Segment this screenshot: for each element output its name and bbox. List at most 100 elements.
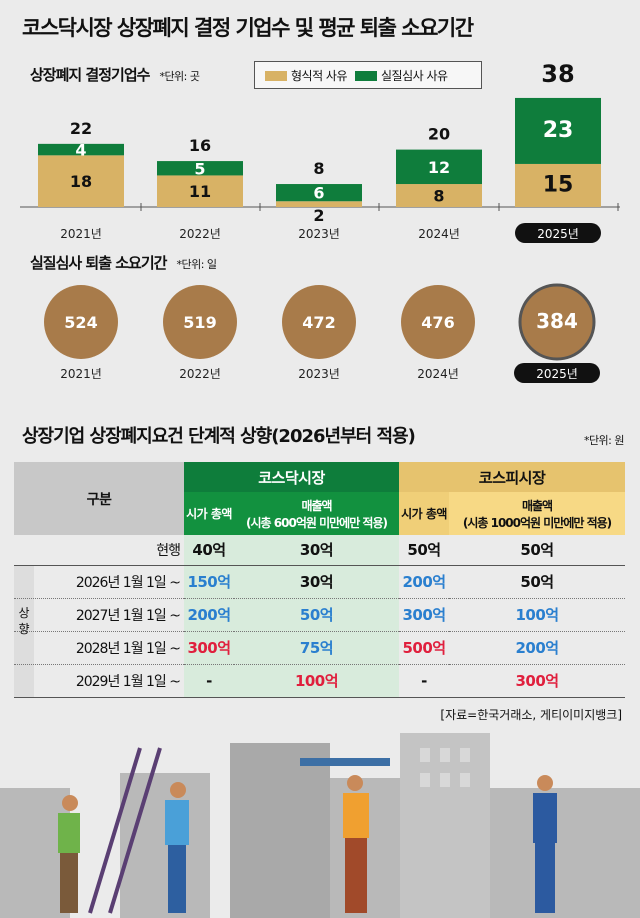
row-label: 현행: [156, 542, 181, 559]
x-tick-label: 2024년: [417, 367, 459, 381]
data-label: 8: [433, 187, 444, 206]
x-tick-label: 2023년: [298, 227, 340, 241]
data-label: 12: [428, 158, 450, 177]
table-cell: -: [421, 671, 427, 690]
total-label: 20: [428, 125, 450, 144]
bar-실질심사 사유: [276, 184, 362, 202]
ladder-icon: [300, 758, 390, 766]
table-cell: 40억: [184, 535, 234, 565]
delisting-criteria-table: 구분 코스닥시장 코스피시장 시가 총액 매출액 (시총 600억원 미만에만 적…: [14, 462, 626, 698]
bar-형식적 사유: [396, 184, 482, 207]
header-kospi-sales: 매출액 (시총 1000억원 미만에만 적용): [449, 492, 626, 535]
person-icon: [343, 775, 369, 913]
person-icon: [58, 795, 80, 913]
table-unit: *단위: 원: [583, 434, 625, 447]
highlight-pill: [514, 363, 600, 383]
data-label: 5: [194, 159, 205, 178]
bubble-value: 384: [536, 309, 578, 333]
illustration: [0, 733, 640, 918]
header-kosdaq: 코스닥시장: [184, 462, 400, 492]
data-label: 18: [70, 172, 92, 191]
x-tick-label: 2021년: [60, 227, 102, 241]
table-cell: 100억: [449, 598, 626, 632]
header-kosdaq-cap: 시가 총액: [184, 492, 234, 535]
table-cell: 200억: [399, 565, 450, 599]
table-cell: 200억: [449, 631, 626, 665]
table-cell: 30억: [234, 535, 400, 565]
bar-chart-title: 상장폐지 결정기업수: [30, 66, 150, 84]
table-cell: 50억: [520, 541, 554, 560]
bar-실질심사 사유: [38, 143, 124, 156]
header-kosdaq-sales: 매출액 (시총 600억원 미만에만 적용): [234, 492, 400, 535]
data-label: 11: [189, 182, 211, 201]
person-icon: [533, 775, 557, 913]
table-cell: 300억: [399, 598, 450, 632]
data-label: 15: [543, 172, 574, 197]
bar-형식적 사유: [276, 201, 362, 207]
data-label: 23: [543, 118, 574, 143]
bubble-value: 524: [64, 313, 97, 332]
legend: 형식적 사유 실질심사 사유: [254, 61, 482, 89]
table-cell: 50억: [449, 565, 626, 599]
x-tick-label: 2023년: [298, 367, 340, 381]
x-tick-label: 2025년: [536, 367, 578, 381]
source: [자료=한국거래소, 게티이미지뱅크]: [440, 708, 622, 722]
data-label: 4: [75, 141, 86, 160]
table-cell: -: [184, 664, 234, 697]
total-label: 22: [70, 119, 92, 138]
bar-실질심사 사유: [396, 149, 482, 185]
total-label: 38: [541, 60, 574, 88]
table-cell: 30억: [234, 565, 400, 599]
legend-item: 형식적 사유: [265, 67, 348, 84]
x-tick-label: 2022년: [179, 367, 221, 381]
row-label: 2027년 1월 1일 ~: [14, 598, 184, 632]
bar-chart-header: 상장폐지 결정기업수 *단위: 곳: [30, 64, 200, 85]
ladder-icon: [88, 747, 162, 914]
total-label: 8: [313, 159, 324, 178]
data-label: 6: [313, 184, 324, 203]
bar-chart-unit: *단위: 곳: [159, 70, 200, 83]
table-cell: 50억: [407, 541, 441, 560]
duration-bubble: [163, 285, 237, 359]
table-row: 2028년 1월 1일 ~300억 75억 500억 200억: [14, 631, 626, 665]
legend-item: 실질심사 사유: [355, 67, 448, 84]
duration-bubble: [282, 285, 356, 359]
bubble-chart-unit: *단위: 일: [176, 258, 217, 271]
table-cell: 300억: [515, 672, 559, 690]
x-tick-label: 2024년: [418, 227, 460, 241]
data-label: 2: [313, 206, 324, 225]
table-cell: 200억: [184, 598, 234, 632]
row-label: 2029년 1월 1일 ~: [14, 664, 184, 697]
table-cell: 150억: [184, 565, 234, 599]
table-cell: 75억: [234, 631, 400, 665]
bubble-value: 476: [421, 313, 454, 332]
bubble-value: 519: [183, 313, 216, 332]
duration-bubble: [44, 285, 118, 359]
bar-형식적 사유: [157, 175, 243, 207]
bubble-chart-header: 실질심사 퇴출 소요기간 *단위: 일: [30, 252, 217, 273]
page-title: 코스닥시장 상장폐지 결정 기업수 및 평균 퇴출 소요기간: [22, 16, 474, 40]
x-tick-label: 2021년: [60, 367, 102, 381]
table-row: 2026년 1월 1일 ~150억 30억 200억 50억: [14, 565, 626, 599]
table-cell: 50억: [234, 598, 400, 632]
person-icon: [165, 782, 189, 913]
table-row: 2029년 1월 1일 ~ -100억 -300억: [14, 664, 626, 697]
table-row: 2027년 1월 1일 ~200억 50억 300억 100억: [14, 598, 626, 632]
header-category: 구분: [14, 462, 184, 535]
table-title: 상장기업 상장폐지요건 단계적 상향(2026년부터 적용): [22, 426, 416, 447]
charts-svg: 18 4 22 2021년 11 5 16 2022년 2 6 8 2023년 8 12 20 2024년 15…: [20, 60, 620, 383]
row-label: 2028년 1월 1일 ~: [14, 631, 184, 665]
raise-label: 상향: [18, 606, 30, 636]
table-cell: 100억: [234, 664, 400, 697]
table-row: 현행 40억 30억 50억 50억: [14, 535, 626, 565]
bar-실질심사 사유: [157, 161, 243, 176]
x-tick-label: 2022년: [179, 227, 221, 241]
row-label: 2026년 1월 1일 ~: [14, 565, 184, 599]
header-kospi-cap: 시가 총액: [399, 492, 450, 535]
bar-실질심사 사유: [515, 97, 601, 164]
bar-형식적 사유: [38, 155, 124, 207]
x-tick-label: 2025년: [537, 227, 579, 241]
duration-bubble: [401, 285, 475, 359]
table-cell: 300억: [184, 631, 234, 665]
total-label: 16: [189, 136, 211, 155]
